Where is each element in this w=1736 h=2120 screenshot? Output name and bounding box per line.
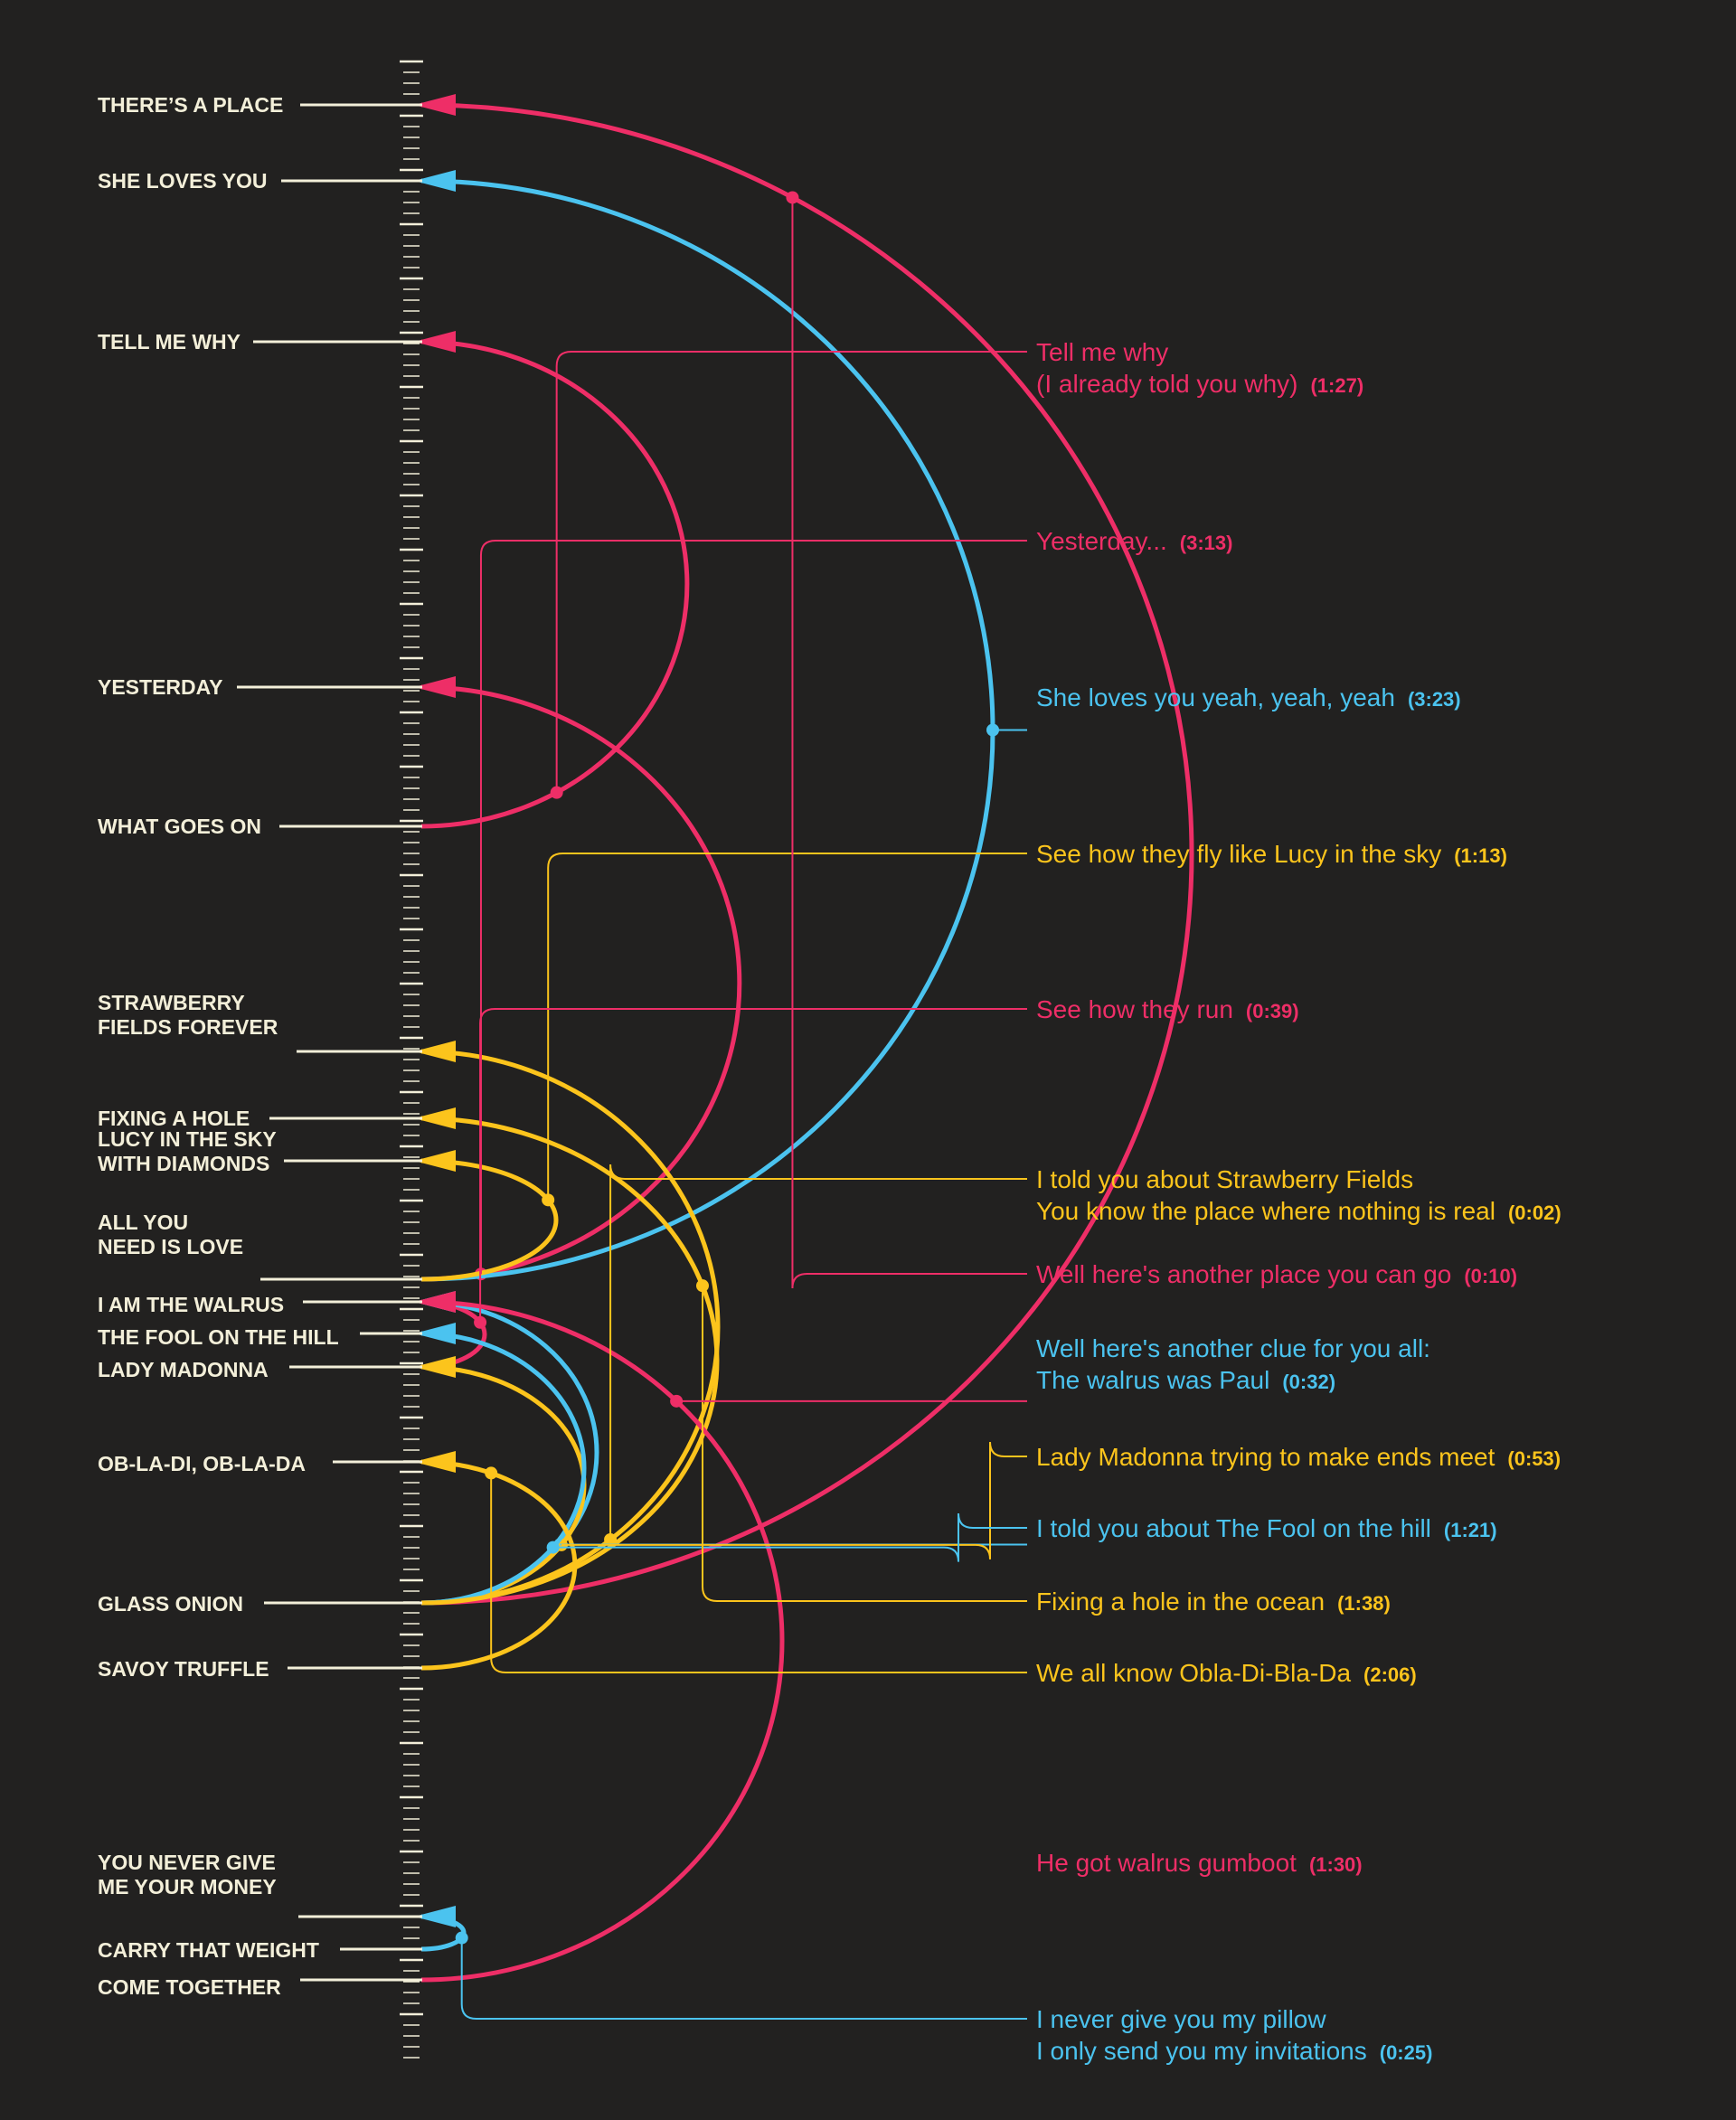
lyric-line: She loves you yeah, yeah, yeah xyxy=(1036,683,1395,711)
song-label-savoy: SAVOY TRUFFLE xyxy=(98,1657,269,1681)
arrowhead-tellme xyxy=(414,331,456,353)
lyric-timestamp: (1:21) xyxy=(1444,1519,1497,1541)
lyric-line: Well here's another place you can go xyxy=(1036,1260,1451,1288)
reference-arc-glass-to-walrus xyxy=(420,1299,599,1606)
arrowhead-fixing xyxy=(414,1107,456,1129)
arrowhead-obladi xyxy=(414,1451,456,1473)
lyric-connector xyxy=(490,1473,1027,1673)
lyric-timestamp: (0:02) xyxy=(1508,1201,1561,1224)
lyric-timestamp: (2:06) xyxy=(1363,1663,1417,1686)
song-leaders xyxy=(237,103,422,1982)
song-label-lucy: LUCY IN THE SKY xyxy=(98,1127,277,1151)
arrowhead-place xyxy=(414,94,456,116)
song-label-strawberry: FIELDS FOREVER xyxy=(98,1015,278,1039)
lyric-line: We all know Obla-Di-Bla-Da xyxy=(1036,1659,1351,1687)
lyric-timestamp: (1:27) xyxy=(1310,374,1363,397)
lyric-line: You know the place where nothing is real xyxy=(1036,1197,1495,1225)
lyric-line: (I already told you why) xyxy=(1036,370,1297,398)
reference-arc-glass-to-fixing xyxy=(420,1116,720,1606)
lyric-line: I told you about The Fool on the hill xyxy=(1036,1514,1431,1542)
arrowhead-madonna xyxy=(414,1356,456,1378)
song-label-whatgoes: WHAT GOES ON xyxy=(98,815,261,838)
song-label-obladi: OB-LA-DI, OB-LA-DA xyxy=(98,1452,306,1475)
arrowhead-strawberry xyxy=(414,1041,456,1062)
song-label-sheloves: SHE LOVES YOU xyxy=(98,169,267,193)
song-label-carry: CARRY THAT WEIGHT xyxy=(98,1938,319,1962)
reference-arc-whatgoes-to-tellme xyxy=(420,339,690,829)
lyric-timestamp: (0:39) xyxy=(1246,1000,1299,1022)
song-label-allyou: ALL YOU xyxy=(98,1211,188,1234)
reference-arc-allyou-to-lucy xyxy=(420,1158,559,1282)
lyric-annotations: Tell me why (I already told you why) (1:27… xyxy=(1036,338,1561,2065)
song-labels: THERE’S A PLACE SHE LOVES YOU TELL ME WHY Y… xyxy=(98,93,339,1999)
lyric-line: He got walrus gumboot xyxy=(1036,1849,1297,1877)
lyric-connector xyxy=(791,197,1027,1289)
lyric-timestamp: (0:53) xyxy=(1507,1447,1561,1470)
lyric-line: Well here's another clue for you all: xyxy=(1036,1334,1430,1362)
lyric-line: Tell me why xyxy=(1036,338,1168,366)
lyric-connector xyxy=(609,1164,1027,1541)
lyric-line: Fixing a hole in the ocean xyxy=(1036,1588,1325,1616)
arrowhead-walrus xyxy=(414,1291,456,1313)
arrowhead-yesterday xyxy=(414,676,456,698)
timeline-ticks xyxy=(400,60,423,2059)
lyric-timestamp: (3:23) xyxy=(1408,688,1461,711)
lyric-timestamp: (0:10) xyxy=(1464,1265,1517,1287)
lyric-connector xyxy=(701,1286,1027,1602)
lyric-timestamp: (3:13) xyxy=(1180,532,1233,554)
song-label-madonna: LADY MADONNA xyxy=(98,1358,269,1381)
song-label-together: COME TOGETHER xyxy=(98,1975,281,1999)
reference-arc-together-to-walrus xyxy=(420,1299,785,1983)
song-label-glass: GLASS ONION xyxy=(98,1592,243,1616)
song-label-strawberry: STRAWBERRY xyxy=(98,991,245,1014)
lyric-connector xyxy=(479,540,1027,1275)
song-label-tellme: TELL ME WHY xyxy=(98,330,241,353)
lyric-connectors xyxy=(460,197,1027,2020)
lyric-timestamp: (1:30) xyxy=(1309,1853,1363,1876)
arrowhead-nevergive xyxy=(414,1906,456,1927)
lyric-timestamp: (0:32) xyxy=(1282,1371,1335,1393)
reference-arcs xyxy=(414,94,1194,1983)
song-label-lucy: WITH DIAMONDS xyxy=(98,1152,269,1175)
lyric-line: See how they run xyxy=(1036,995,1233,1023)
lyric-connector xyxy=(555,351,1027,793)
lyric-connector xyxy=(552,1512,1027,1562)
reference-arc-savoy-to-obladi xyxy=(420,1459,578,1671)
lyric-timestamp: (1:13) xyxy=(1454,844,1507,867)
reference-arc-glass-to-strawberry xyxy=(420,1049,721,1606)
song-label-fool: THE FOOL ON THE HILL xyxy=(98,1325,339,1349)
arrowhead-lucy xyxy=(414,1150,456,1172)
lyric-connector xyxy=(460,1937,1027,2020)
lyric-timestamp: (0:25) xyxy=(1380,2041,1433,2064)
song-label-nevergive: ME YOUR MONEY xyxy=(98,1875,277,1899)
song-label-walrus: I AM THE WALRUS xyxy=(98,1293,284,1316)
lyric-line: I told you about Strawberry Fields xyxy=(1036,1165,1413,1193)
lyric-connector xyxy=(479,1008,1027,1323)
song-label-yesterday: YESTERDAY xyxy=(98,675,222,699)
arrowhead-fool xyxy=(414,1323,456,1344)
song-label-place: THERE’S A PLACE xyxy=(98,93,283,117)
lyric-line: Lady Madonna trying to make ends meet xyxy=(1036,1443,1495,1471)
lyric-line: Yesterday... xyxy=(1036,527,1167,555)
song-label-allyou: NEED IS LOVE xyxy=(98,1235,243,1258)
lyric-line: I never give you my pillow xyxy=(1036,2005,1326,2033)
lyric-connector xyxy=(561,1441,1027,1559)
lyric-line: See how they fly like Lucy in the sky xyxy=(1036,840,1441,868)
reference-arc-glass-to-fool xyxy=(420,1331,587,1606)
lyric-line: The walrus was Paul xyxy=(1036,1366,1269,1394)
reference-arc-glass-to-madonna xyxy=(420,1364,587,1606)
song-label-fixing: FIXING A HOLE xyxy=(98,1107,250,1130)
lyric-line: I only send you my invitations xyxy=(1036,2037,1367,2065)
lyric-timestamp: (1:38) xyxy=(1337,1592,1391,1615)
song-label-nevergive: YOU NEVER GIVE xyxy=(98,1851,276,1874)
lyric-connector xyxy=(547,853,1027,1201)
reference-arc-allyou-to-yesterday xyxy=(420,684,742,1282)
arrowhead-sheloves xyxy=(414,170,456,192)
